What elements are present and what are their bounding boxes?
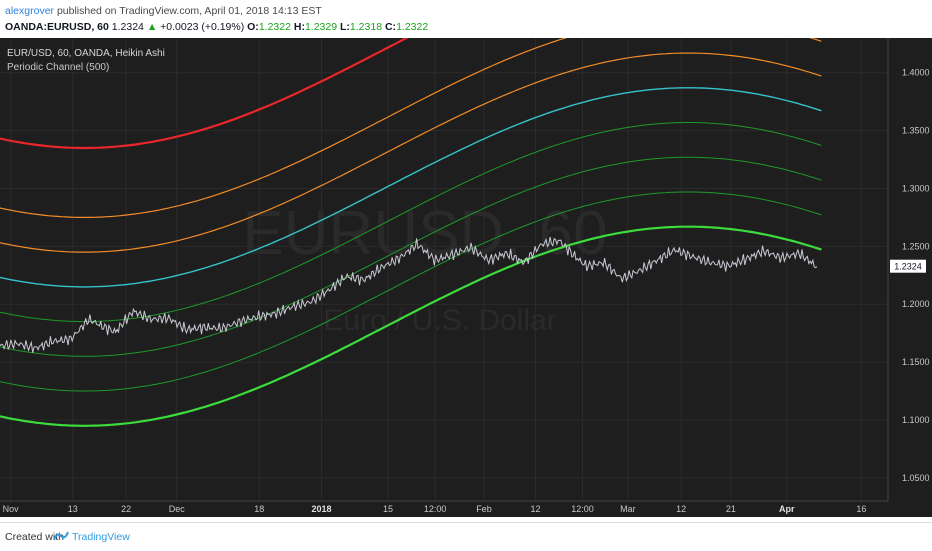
tradingview-link[interactable]: TradingView (72, 531, 130, 543)
publish-info: published on TradingView.com, April 01, … (54, 5, 322, 17)
x-tick-label: Mar (620, 504, 636, 514)
x-tick-label: 18 (254, 504, 264, 514)
x-tick-label: 12:00 (571, 504, 594, 514)
channel-line (0, 52, 822, 253)
y-tick-label: 1.1500 (902, 357, 930, 367)
x-tick-label: Dec (169, 504, 186, 514)
open-value: 1.2322 (258, 21, 291, 33)
high-label: H: (293, 21, 305, 33)
y-tick-label: 1.1000 (902, 415, 930, 425)
publication-header: alexgrover published on TradingView.com,… (0, 0, 932, 38)
y-tick-label: 1.3000 (902, 183, 930, 193)
last-price-value: 1.2324 (894, 262, 922, 272)
symbol-label: OANDA:EURUSD, 60 (5, 21, 109, 33)
price-line (0, 236, 818, 353)
close-value: 1.2322 (396, 21, 429, 33)
chart-title: EUR/USD, 60, OANDA, Heikin Ashi (7, 48, 165, 59)
open-label: O: (247, 21, 259, 33)
channel-line (0, 156, 822, 357)
price-axis[interactable] (888, 38, 932, 517)
x-tick-label: 12 (676, 504, 686, 514)
last-price-badge-bg (890, 259, 926, 273)
change-up-icon: ▲ (146, 21, 158, 33)
created-with-label: Created with (5, 531, 64, 543)
price-change: +0.0023 (+0.19%) (160, 21, 245, 33)
chart-area[interactable]: EURUSD, 60 Euro / U.S. Dollar 1.4000 1.35… (0, 0, 932, 517)
x-tick-label: 12 (530, 504, 540, 514)
publish-line: alexgrover published on TradingView.com,… (5, 5, 322, 17)
low-label: L: (340, 21, 350, 33)
x-tick-label: 2018 (311, 504, 331, 514)
channel-line (0, 225, 822, 427)
tradingview-logo-icon (53, 531, 69, 541)
indicator-title: Periodic Channel (500) (7, 62, 109, 73)
high-value: 1.2329 (304, 21, 338, 33)
last-price: 1.2324 (111, 21, 144, 33)
quote-line: OANDA:EURUSD, 60 1.2324 ▲ +0.0023 (+0.19… (5, 21, 428, 33)
last-price-badge: 1.2324 (890, 259, 926, 273)
chart-svg[interactable]: EURUSD, 60 Euro / U.S. Dollar 1.4000 1.35… (0, 0, 932, 517)
channel-line (0, 122, 822, 323)
x-tick-label: 16 (856, 504, 866, 514)
x-tick-label: 13 (68, 504, 78, 514)
x-tick-label: Feb (476, 504, 492, 514)
x-tick-label: Apr (779, 504, 795, 514)
footer: Created with TradingView (0, 522, 932, 551)
price-series (0, 236, 818, 353)
author-link[interactable]: alexgrover (5, 5, 55, 17)
y-axis-labels: 1.4000 1.3500 1.3000 1.2500 1.2000 1.1500 1.10… (902, 68, 930, 483)
chart-background (0, 38, 932, 517)
x-tick-label: Nov (3, 504, 20, 514)
close-label: C: (384, 21, 397, 33)
x-tick-label: 22 (121, 504, 131, 514)
channel-line (0, 87, 822, 288)
x-axis-labels: Nov 13 22 Dec 18 2018 15 12:00 Feb 12 12:00 Mar 12 21… (3, 504, 867, 514)
low-value: 1.2318 (349, 21, 383, 33)
x-tick-label: 21 (726, 504, 736, 514)
channel-line (0, 191, 822, 392)
y-tick-label: 1.3500 (902, 126, 930, 136)
y-tick-label: 1.0500 (902, 473, 930, 483)
x-tick-label: 15 (383, 504, 393, 514)
x-tick-label: 12:00 (424, 504, 447, 514)
y-tick-label: 1.2500 (902, 241, 930, 251)
grid-lines (0, 38, 888, 501)
watermark-name: Euro / U.S. Dollar (323, 304, 556, 337)
time-axis[interactable] (0, 501, 932, 517)
y-tick-label: 1.2000 (902, 299, 930, 309)
watermark-symbol: EURUSD, 60 (242, 199, 607, 268)
y-tick-label: 1.4000 (902, 68, 930, 78)
